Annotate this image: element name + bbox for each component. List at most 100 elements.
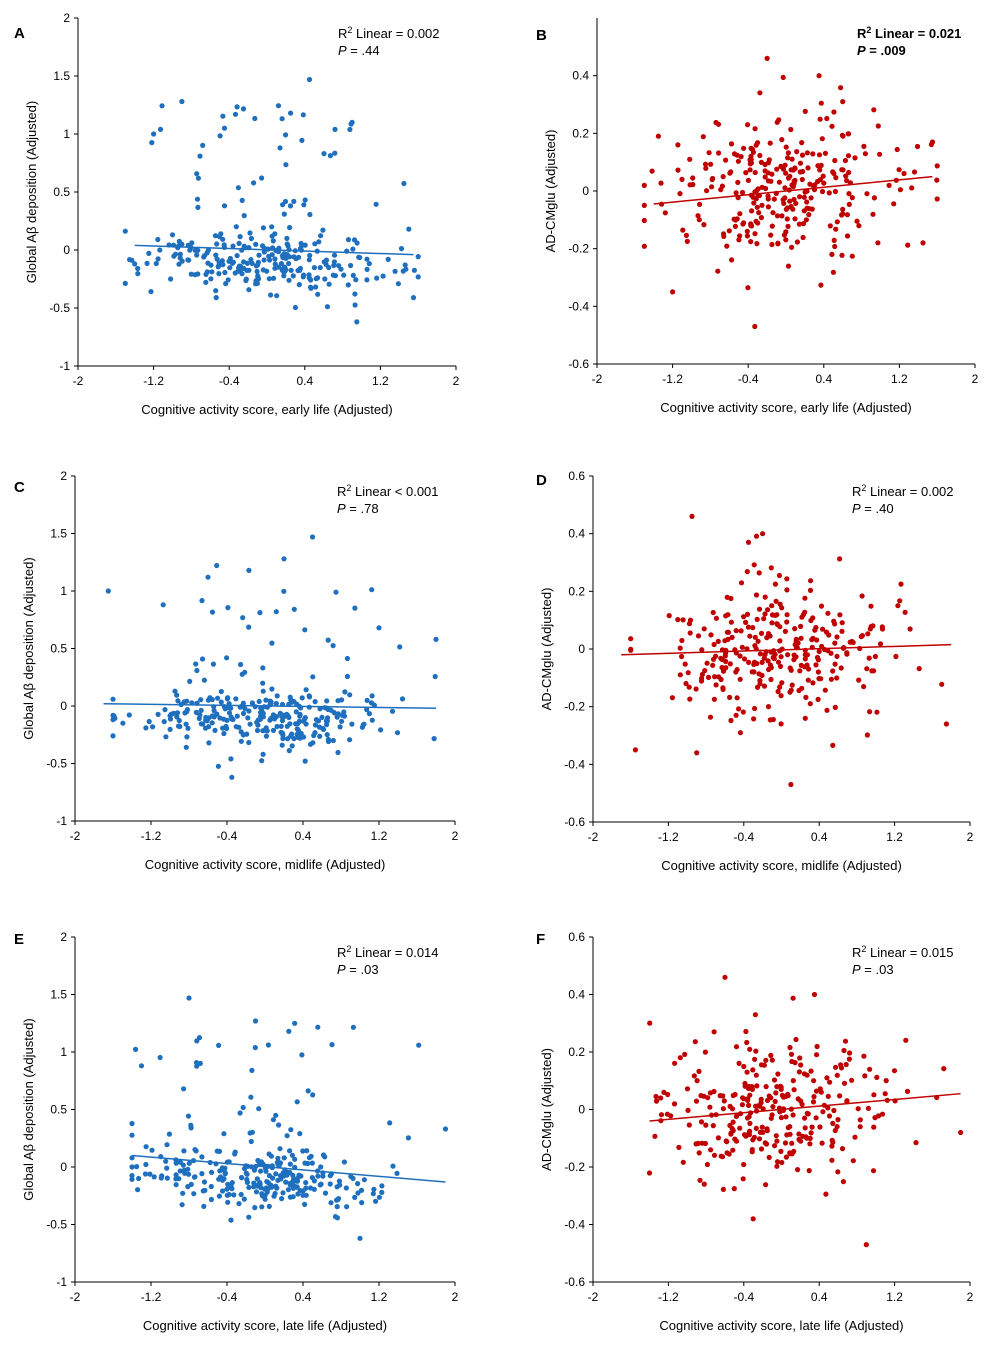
- r2-prefix: R: [337, 945, 346, 960]
- data-point: [320, 227, 326, 233]
- data-point: [728, 717, 734, 724]
- data-point: [701, 1181, 707, 1187]
- data-point: [205, 260, 211, 266]
- data-point: [907, 626, 913, 632]
- data-point: [830, 668, 836, 674]
- data-point: [790, 206, 796, 212]
- data-point: [251, 180, 257, 186]
- data-point: [415, 254, 421, 260]
- data-point: [847, 1050, 853, 1056]
- data-point: [807, 587, 814, 594]
- data-point: [284, 1172, 290, 1178]
- data-point: [136, 1175, 142, 1182]
- data-point: [699, 647, 705, 653]
- data-point: [895, 603, 901, 609]
- data-point: [845, 153, 852, 159]
- data-point: [122, 228, 128, 234]
- data-point: [792, 626, 798, 632]
- data-point: [325, 738, 332, 745]
- data-point: [696, 1150, 702, 1156]
- data-point: [306, 76, 313, 83]
- x-tick-label: 2: [452, 829, 459, 843]
- data-point: [826, 190, 832, 196]
- data-point: [762, 174, 768, 180]
- r2-value: Linear = 0.015: [866, 945, 953, 960]
- data-point: [872, 653, 879, 660]
- data-point: [735, 179, 741, 185]
- data-point: [241, 1166, 248, 1172]
- p-value: = .009: [866, 43, 906, 58]
- data-point: [782, 185, 788, 191]
- x-tick-label: 0.4: [295, 1290, 312, 1304]
- data-point: [835, 1117, 841, 1123]
- data-point: [225, 1199, 231, 1205]
- data-point: [197, 1060, 203, 1066]
- scatter-points: [628, 513, 950, 788]
- data-point: [336, 1178, 342, 1184]
- data-point: [750, 1137, 756, 1143]
- data-point: [263, 1185, 269, 1191]
- data-point: [416, 1042, 422, 1048]
- data-point: [193, 1148, 199, 1154]
- data-point: [196, 715, 202, 722]
- data-point: [757, 152, 763, 159]
- data-point: [247, 1130, 253, 1136]
- data-point: [804, 1110, 810, 1116]
- data-point: [934, 177, 940, 183]
- data-point: [147, 1171, 153, 1177]
- data-point: [708, 1147, 714, 1153]
- data-point: [741, 614, 747, 620]
- data-point: [249, 260, 255, 266]
- data-point: [736, 706, 742, 712]
- data-point: [168, 276, 174, 282]
- p-prefix: P: [337, 501, 346, 516]
- data-point: [839, 212, 845, 218]
- data-point: [248, 1094, 254, 1100]
- data-point: [380, 273, 386, 279]
- data-point: [791, 196, 797, 203]
- data-point: [194, 667, 200, 674]
- data-point: [294, 1099, 300, 1105]
- data-point: [859, 633, 866, 639]
- data-point: [325, 706, 331, 713]
- data-point: [661, 1089, 667, 1095]
- data-point: [700, 134, 706, 140]
- data-point: [364, 277, 370, 283]
- data-point: [796, 221, 803, 227]
- data-point: [415, 274, 421, 280]
- data-point: [941, 1066, 947, 1072]
- data-point: [223, 281, 229, 287]
- data-point: [802, 108, 808, 114]
- data-point: [739, 1102, 746, 1108]
- p-stat: P = .78: [337, 501, 379, 516]
- data-point: [752, 231, 758, 237]
- data-point: [849, 195, 855, 201]
- data-point: [711, 1088, 717, 1095]
- data-point: [723, 157, 729, 163]
- data-point: [788, 687, 794, 693]
- data-point: [697, 201, 703, 207]
- data-point: [797, 169, 803, 175]
- data-point: [252, 1205, 258, 1211]
- x-tick-label: 0.4: [811, 1290, 828, 1304]
- data-point: [765, 658, 771, 664]
- data-point: [268, 699, 274, 705]
- data-point: [187, 247, 193, 253]
- data-point: [837, 1093, 843, 1099]
- data-point: [676, 1144, 682, 1150]
- y-tick-label: 0.5: [50, 1103, 67, 1117]
- data-point: [281, 1155, 287, 1161]
- data-point: [759, 672, 765, 679]
- x-tick-label: -0.4: [738, 372, 759, 386]
- data-point: [214, 241, 220, 247]
- data-point: [379, 1189, 385, 1195]
- data-point: [808, 1068, 814, 1074]
- data-point: [790, 1112, 796, 1118]
- data-point: [155, 711, 161, 718]
- data-point: [758, 630, 765, 637]
- data-point: [738, 154, 744, 160]
- data-point: [707, 714, 714, 720]
- data-point: [262, 1196, 268, 1202]
- data-point: [157, 1054, 163, 1061]
